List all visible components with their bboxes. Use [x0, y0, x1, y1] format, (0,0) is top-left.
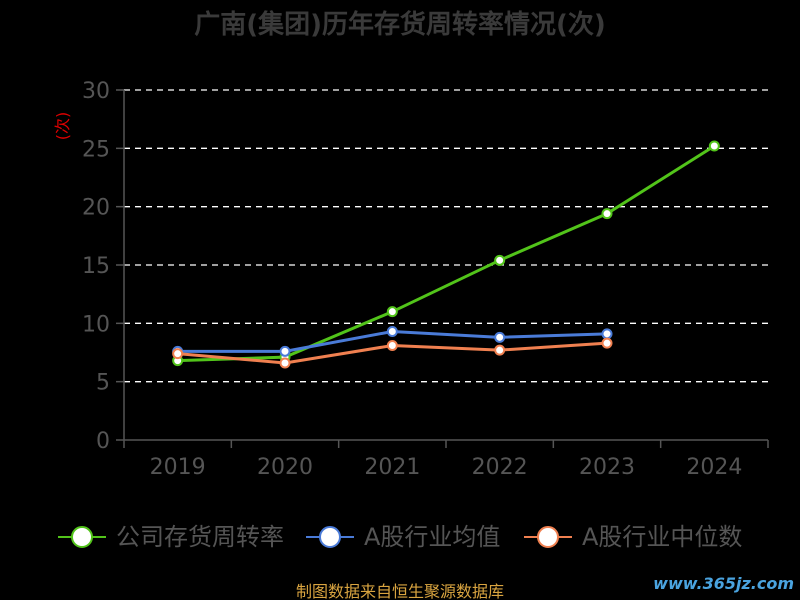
data-point	[172, 348, 184, 360]
source-note: 制图数据来自恒生聚源数据库	[295, 582, 504, 600]
y-tick-label: 15	[82, 254, 110, 279]
legend-label: 公司存货周转率	[116, 523, 284, 551]
chart-title: 广南(集团)历年存货周转率情况(次)	[194, 10, 606, 40]
x-tick-label: 2020	[257, 455, 313, 480]
data-point	[601, 337, 613, 349]
x-tick-label: 2019	[150, 455, 206, 480]
legend-marker	[319, 526, 341, 548]
y-tick-label: 20	[82, 196, 110, 221]
legend-marker	[537, 526, 559, 548]
series-line	[177, 144, 716, 363]
data-point	[601, 328, 613, 340]
y-tick-label: 5	[96, 371, 110, 396]
y-tick-label: 25	[82, 137, 110, 162]
data-point	[386, 326, 398, 337]
data-point	[494, 331, 506, 343]
data-point	[386, 340, 398, 351]
x-tick-label: 2024	[686, 455, 742, 480]
x-tick-label: 2023	[579, 455, 635, 480]
data-point	[279, 345, 291, 357]
x-tick-label: 2022	[472, 455, 528, 480]
data-point	[494, 344, 506, 356]
y-tick-label: 0	[96, 429, 110, 454]
legend-marker	[71, 526, 93, 548]
x-tick-label: 2021	[364, 455, 420, 480]
data-point	[708, 140, 720, 152]
data-point	[386, 306, 398, 318]
data-point	[494, 254, 506, 266]
watermark: www.365jz.com	[653, 574, 794, 593]
legend-label: A股行业中位数	[582, 523, 742, 551]
y-tick-label: 30	[82, 79, 110, 104]
y-axis-unit-label: (次)	[53, 112, 72, 141]
data-point	[279, 357, 291, 369]
y-tick-label: 10	[82, 312, 110, 337]
legend-label: A股行业均值	[364, 523, 500, 551]
data-point	[601, 208, 613, 220]
